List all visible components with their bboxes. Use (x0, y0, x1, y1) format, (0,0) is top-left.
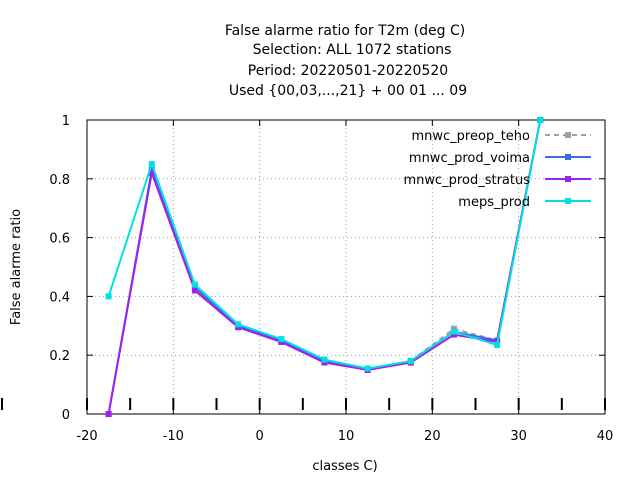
data-point (407, 358, 414, 365)
axes: -20 -10 0 10 20 30 40 0 0.2 0.4 0.6 0.8 1 (1, 114, 614, 444)
legend-marker (565, 176, 571, 182)
chart-title: False alarme ratio for T2m (deg C) Selec… (225, 23, 467, 99)
data-point (148, 169, 155, 176)
title-line-3: Period: 20220501-20220520 (248, 63, 448, 79)
data-point (148, 161, 155, 168)
legend-marker (565, 132, 571, 138)
x-tick-label: 10 (338, 429, 355, 444)
x-tick-label: 30 (510, 429, 527, 444)
title-line-2: Selection: ALL 1072 stations (253, 42, 452, 58)
x-axis-label: classes C) (312, 459, 377, 474)
data-point (278, 336, 285, 343)
legend-marker (565, 198, 571, 204)
data-point (364, 365, 371, 372)
legend-marker (565, 154, 571, 160)
data-point (105, 411, 112, 417)
x-tick-label: 20 (424, 429, 441, 444)
series-meps_prod (105, 117, 544, 372)
y-tick-label: 0.4 (49, 290, 70, 305)
x-tick-label: 0 (256, 429, 264, 444)
x-tick-label: -20 (76, 429, 97, 444)
x-tick-label: 40 (597, 429, 614, 444)
y-tick-label: 0 (62, 408, 70, 423)
data-point (494, 341, 501, 348)
legend: mnwc_preop_teho mnwc_prod_voima mnwc_prod_… (404, 129, 591, 210)
title-line-1: False alarme ratio for T2m (deg C) (225, 23, 465, 39)
y-tick-label: 0.8 (49, 173, 70, 188)
y-axis-label: False alarme ratio (9, 209, 24, 325)
x-tick-label: -10 (163, 429, 184, 444)
data-point (105, 293, 112, 300)
data-point (450, 328, 457, 335)
data-point (537, 117, 544, 123)
legend-label: mnwc_prod_stratus (404, 173, 531, 188)
data-point (191, 287, 198, 294)
y-tick-label: 1 (62, 114, 70, 129)
data-point (235, 321, 242, 328)
title-line-4: Used {00,03,...,21} + 00 01 ... 09 (229, 83, 467, 99)
legend-label: mnwc_preop_teho (412, 129, 531, 144)
legend-label: meps_prod (458, 195, 530, 210)
y-tick-label: 0.6 (49, 232, 70, 247)
legend-label: mnwc_prod_voima (409, 151, 530, 166)
series-layer (105, 117, 544, 417)
data-point (191, 281, 198, 288)
data-point (321, 356, 328, 363)
y-tick-label: 0.2 (49, 349, 70, 364)
